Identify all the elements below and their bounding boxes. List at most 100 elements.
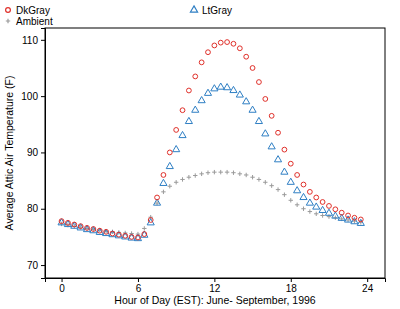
x-tick-mark <box>214 278 215 282</box>
point <box>236 91 243 97</box>
point <box>288 161 293 166</box>
x-tick: 18 <box>286 278 298 294</box>
point <box>269 113 274 118</box>
point <box>332 212 339 218</box>
point <box>134 234 141 240</box>
point <box>320 213 324 217</box>
point <box>185 117 192 123</box>
point <box>59 219 64 224</box>
y-axis-title: Average Attic Air Temperature (F) <box>3 76 15 231</box>
point <box>281 168 288 174</box>
point <box>96 228 103 234</box>
point <box>110 231 115 236</box>
legend-entry: Ambient <box>6 16 53 27</box>
plot-frame <box>45 28 385 278</box>
point <box>173 146 180 152</box>
point <box>250 66 255 71</box>
point <box>97 228 102 233</box>
y-tick: 100 <box>21 91 45 102</box>
legend-marker <box>6 8 11 13</box>
point <box>77 224 84 230</box>
legend-label: DkGray <box>16 5 50 16</box>
point <box>276 130 281 135</box>
point <box>211 85 218 91</box>
point <box>262 130 269 136</box>
point <box>180 177 184 181</box>
x-tick-label: 0 <box>59 283 65 294</box>
legend: DkGray LtGray Ambient <box>6 5 232 27</box>
point <box>199 60 204 65</box>
y-tick-mark <box>41 152 45 153</box>
point <box>204 89 211 95</box>
x-tick: 12 <box>209 278 221 294</box>
point <box>301 182 306 187</box>
point <box>217 83 224 89</box>
point <box>160 179 167 185</box>
legend-entry: LtGray <box>190 5 232 16</box>
point <box>187 88 192 93</box>
point <box>358 217 363 222</box>
point <box>276 187 280 191</box>
point <box>237 46 242 51</box>
series-1 <box>58 83 364 241</box>
point <box>352 215 357 220</box>
point <box>187 175 191 179</box>
point <box>320 200 325 205</box>
point <box>155 195 160 200</box>
y-tick-label: 100 <box>21 91 38 102</box>
point <box>295 173 300 178</box>
y-tick: 80 <box>27 203 45 214</box>
point <box>306 199 313 205</box>
x-tick-mark <box>291 278 292 282</box>
point <box>255 117 262 123</box>
point <box>238 172 242 176</box>
point <box>257 177 261 181</box>
point <box>167 150 172 155</box>
point <box>300 193 307 199</box>
point <box>313 203 320 209</box>
point <box>307 189 312 194</box>
chart: 0 6 12 18 24 70 80 90 100 110 Hour of Day (EST): J… <box>0 0 400 309</box>
point <box>129 235 134 240</box>
point <box>128 234 135 240</box>
x-tick-label: 12 <box>209 283 221 294</box>
point <box>206 171 210 175</box>
point <box>282 147 287 152</box>
point <box>308 209 312 213</box>
point <box>83 225 90 231</box>
point <box>327 204 332 209</box>
point <box>218 40 223 45</box>
x-tick-label: 18 <box>286 283 298 294</box>
y-tick-label: 110 <box>22 35 38 46</box>
point <box>231 41 236 46</box>
y-tick-label: 80 <box>27 203 39 214</box>
y-tick-mark <box>41 96 45 97</box>
point <box>289 198 293 202</box>
series-0 <box>59 40 363 240</box>
point <box>263 180 267 184</box>
y-tick-label: 90 <box>27 147 39 158</box>
legend-marker <box>190 6 197 12</box>
x-axis-title: Hour of Day (EST): June- September, 1996 <box>114 294 316 306</box>
point <box>66 220 71 225</box>
point <box>71 222 78 228</box>
y-tick: 90 <box>27 147 45 158</box>
x-tick-mark <box>138 278 139 282</box>
point <box>148 218 153 223</box>
point <box>224 84 231 90</box>
point <box>212 43 217 48</box>
x-tick: 6 <box>136 278 142 294</box>
point <box>174 180 178 184</box>
point <box>179 131 186 137</box>
x-tick: 0 <box>59 278 65 294</box>
point <box>212 170 216 174</box>
point <box>319 206 326 212</box>
point <box>72 222 77 227</box>
legend-label: Ambient <box>16 16 53 27</box>
point <box>90 227 97 233</box>
y-tick-label: 70 <box>27 260 39 271</box>
point <box>231 171 235 175</box>
point <box>268 143 275 149</box>
point <box>346 213 351 218</box>
x-tick-label: 24 <box>362 283 374 294</box>
